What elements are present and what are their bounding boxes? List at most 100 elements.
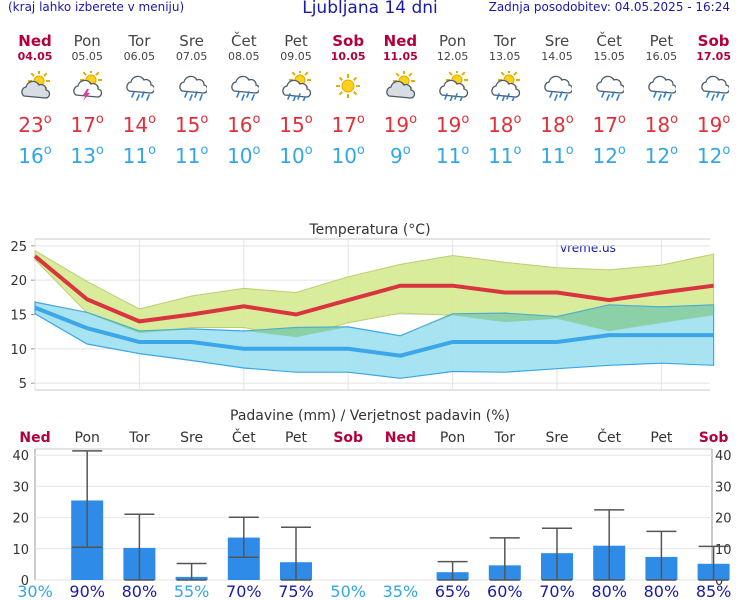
day-column: Sob 17.05 19o 12o [689, 32, 739, 169]
watermark: vreme.us [560, 241, 616, 255]
day-date: 17.05 [696, 50, 731, 63]
day-column: Pon 05.05 17o 13o [62, 32, 112, 169]
rain-drops [705, 91, 725, 101]
min-temperature-value: 10 [279, 144, 305, 168]
min-temperature: 10o [323, 143, 373, 168]
max-temperature-value: 15 [174, 113, 201, 137]
degree-mark: o [43, 143, 52, 158]
day-name: Sob [332, 32, 365, 50]
day-name: Čet [231, 32, 257, 50]
day-label: Pon [440, 430, 465, 446]
min-temperature: 11o [480, 143, 530, 168]
sun-cloud-rain-icon [282, 71, 311, 101]
degree-mark: o [200, 143, 209, 158]
cloud-rain-icon [178, 75, 207, 101]
degree-mark: o [670, 112, 679, 127]
degree-mark: o [461, 143, 470, 158]
cloud-shape [491, 79, 520, 98]
cloud-rain-icon [126, 75, 155, 101]
chart-title: Temperatura (°C) [308, 222, 430, 238]
max-temperature-value: 18 [540, 113, 566, 137]
y-tick-label-right: 20 [715, 512, 732, 527]
max-temperature: 23o [10, 112, 60, 137]
day-column: Sre 14.05 18o 11o [532, 33, 582, 169]
degree-mark: o [148, 143, 157, 158]
day-name: Sob [697, 32, 730, 50]
degree-mark: o [356, 112, 365, 127]
day-name: Ned [18, 32, 52, 50]
day-date: 06.05 [123, 50, 156, 63]
max-temperature-value: 19 [696, 113, 723, 137]
min-temperature-value: 11 [435, 144, 462, 168]
degree-mark: o [461, 112, 470, 127]
min-temperature: 11o [532, 143, 582, 168]
precip-probability: 85% [696, 582, 732, 600]
degree-mark: o [304, 143, 313, 158]
precip-probability: 80% [122, 582, 158, 600]
max-temp-line [33, 254, 714, 324]
rain-drops [443, 93, 463, 101]
max-temperature: 19o [428, 112, 478, 137]
y-tick-label: 10 [12, 543, 29, 558]
y-tick-label: 0 [21, 574, 29, 589]
day-column: Ned 11.05 19o 9o [375, 33, 425, 169]
rain-drops [549, 91, 568, 101]
day-label: Pet [650, 430, 673, 446]
precip-probability: 70% [226, 582, 262, 600]
cloud-shape [648, 75, 677, 94]
min-temperature-value: 12 [592, 144, 618, 168]
min-temperature: 12o [689, 143, 739, 168]
degree-mark: o [617, 112, 626, 127]
day-label: Sob [333, 430, 363, 446]
cloud-rain-icon [544, 75, 572, 101]
precip-probability: 30% [17, 582, 53, 600]
degree-mark: o [617, 143, 626, 158]
degree-mark: o [402, 143, 411, 158]
min-temperature: 10o [219, 143, 269, 168]
degree-mark: o [148, 112, 157, 127]
precip-probability: 35% [383, 582, 419, 600]
day-label: Pon [75, 430, 100, 446]
min-temperature: 10o [271, 143, 321, 168]
location-hint: (kraj lahko izberete v meniju) [8, 0, 185, 14]
degree-mark: o [252, 143, 261, 158]
rain-drops [495, 93, 515, 101]
temperature-chart: Temperatura (°C) vreme.us 5 10 15 20 25 [10, 222, 715, 392]
y-tick-label: 40 [12, 449, 29, 464]
cloud-shape [700, 75, 729, 94]
degree-mark: o [356, 143, 365, 158]
day-name: Pon [73, 32, 101, 50]
day-label: Ned [19, 430, 50, 446]
y-tick-label: 30 [12, 480, 29, 495]
min-temperature: 11o [428, 143, 478, 168]
day-date: 10.05 [330, 50, 366, 63]
rain-drops [653, 91, 673, 101]
cloud-shape [178, 75, 207, 94]
day-date: 07.05 [175, 50, 208, 63]
precip-probability: 90% [69, 582, 105, 600]
cloud-shape [231, 75, 259, 94]
min-temperature: 12o [584, 143, 634, 168]
day-name: Tor [493, 32, 516, 50]
day-name: Pet [649, 32, 674, 50]
band-overlap [35, 302, 714, 338]
precip-probability: 55% [174, 582, 210, 600]
day-column: Čet 08.05 16o 10o [219, 32, 269, 169]
precipitation-chart: Padavine (mm) / Verjetnost padavin (%) Ne… [12, 408, 732, 600]
min-temperature: 12o [636, 143, 686, 168]
max-temperature-value: 17 [331, 113, 357, 137]
degree-mark: o [722, 112, 731, 127]
min-temperature: 16o [10, 143, 60, 168]
max-temperature-value: 16 [227, 113, 253, 137]
min-temperature-value: 12 [696, 144, 723, 168]
rain-drops [183, 91, 203, 101]
precip-probability: 80% [591, 582, 627, 600]
sun-icon [336, 74, 361, 98]
y-tick-label: 10 [10, 343, 27, 358]
degree-mark: o [513, 112, 522, 127]
day-date: 14.05 [541, 50, 573, 63]
min-temp-line [34, 305, 714, 358]
day-label: Tor [494, 430, 516, 446]
day-name: Pon [438, 32, 467, 50]
max-temperature: 18o [636, 112, 686, 137]
